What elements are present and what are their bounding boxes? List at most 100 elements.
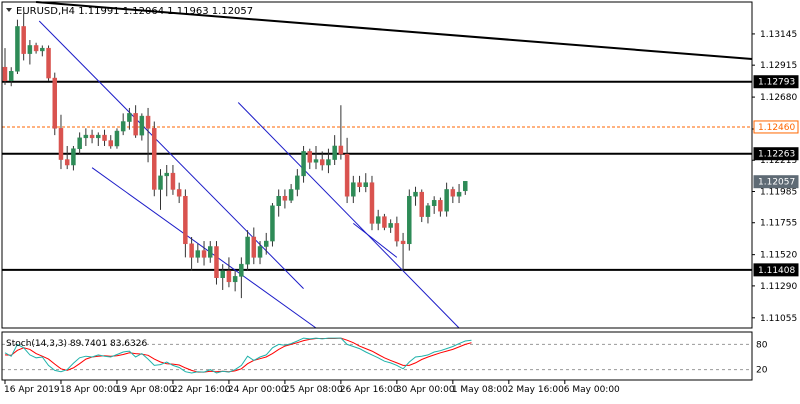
collapse-triangle-icon[interactable]: [6, 8, 12, 12]
x-axis-tick-label: 18 Apr 00:00: [60, 385, 119, 395]
candle-body[interactable]: [232, 276, 238, 283]
candle-body[interactable]: [46, 47, 51, 79]
candle-body[interactable]: [276, 195, 281, 207]
candle-body[interactable]: [189, 243, 194, 258]
candle-body[interactable]: [158, 175, 163, 190]
candle-body[interactable]: [319, 159, 325, 166]
indicator-plot-frame: [1, 331, 753, 381]
candle-body[interactable]: [270, 205, 275, 242]
candle-body[interactable]: [89, 134, 95, 139]
candle-body[interactable]: [407, 195, 412, 245]
candle-body[interactable]: [183, 195, 188, 245]
candle-body[interactable]: [326, 159, 331, 166]
channel-upper-line[interactable]: [38, 20, 304, 289]
candle-body[interactable]: [338, 145, 344, 155]
candle-body[interactable]: [400, 240, 406, 245]
candle-body[interactable]: [351, 182, 356, 197]
candle-body[interactable]: [83, 134, 89, 139]
candle-body[interactable]: [27, 45, 33, 54]
candle-body[interactable]: [214, 246, 219, 278]
candle-body[interactable]: [438, 200, 443, 212]
price-level-tag: [753, 120, 799, 134]
candle-body[interactable]: [394, 223, 400, 242]
candle-body[interactable]: [288, 189, 294, 201]
candle-body[interactable]: [463, 181, 468, 192]
channel-lower-line[interactable]: [353, 223, 398, 258]
candle-body[interactable]: [133, 113, 138, 136]
candle-body[interactable]: [313, 159, 319, 163]
candle-body[interactable]: [2, 66, 8, 82]
candle-body[interactable]: [382, 216, 387, 228]
candle-body[interactable]: [363, 182, 369, 187]
stoch-main-line[interactable]: [4, 337, 472, 374]
price-level-tag: [753, 175, 799, 189]
candle-body[interactable]: [344, 153, 350, 197]
candle-body[interactable]: [456, 191, 462, 197]
indicator-readout: Stoch(14,3,3) 89.7401 83.6326: [6, 339, 147, 349]
price-level-tag: [753, 263, 799, 277]
candle-body[interactable]: [71, 148, 76, 166]
candle-body[interactable]: [419, 191, 424, 217]
candle-body[interactable]: [164, 172, 169, 177]
x-axis-tick-label: 24 Apr 00:00: [228, 385, 287, 395]
candle-body[interactable]: [450, 189, 456, 197]
y-axis-tick-label: 1.11755: [760, 219, 797, 229]
y-axis-tick-label: 1.11520: [760, 251, 797, 261]
chart-lines-layer: [2, 1, 753, 329]
candle-body[interactable]: [120, 121, 126, 132]
candle-body[interactable]: [176, 189, 182, 197]
candle-body[interactable]: [251, 236, 257, 258]
candle-body[interactable]: [102, 134, 107, 141]
y-axis-tick-label: 1.12215: [760, 156, 797, 166]
candle-body[interactable]: [170, 172, 176, 190]
candle-body[interactable]: [239, 263, 244, 277]
candle-body[interactable]: [127, 113, 132, 122]
candle-body[interactable]: [369, 182, 375, 224]
y-axis-tick-label: 1.11055: [760, 314, 797, 324]
candle-body[interactable]: [15, 26, 20, 72]
candle-body[interactable]: [263, 240, 269, 247]
candle-body[interactable]: [282, 195, 288, 201]
candle-body[interactable]: [8, 71, 14, 82]
trend-line[interactable]: [36, 1, 753, 61]
candle-body[interactable]: [444, 189, 449, 212]
candle-body[interactable]: [301, 151, 306, 177]
stoch-signal-line[interactable]: [4, 337, 472, 373]
candle-body[interactable]: [64, 159, 70, 166]
candle-body[interactable]: [40, 47, 45, 52]
candle-body[interactable]: [77, 137, 82, 149]
price-level-tag: [753, 75, 799, 89]
candle-body[interactable]: [152, 128, 157, 190]
candle-body[interactable]: [21, 26, 26, 54]
candle-body[interactable]: [96, 134, 101, 139]
candle-body[interactable]: [375, 216, 381, 224]
candle-body[interactable]: [357, 182, 362, 187]
candle-body[interactable]: [245, 236, 250, 265]
candle-body[interactable]: [139, 115, 145, 136]
channel-upper-line[interactable]: [237, 102, 460, 329]
candle-body[interactable]: [114, 130, 120, 147]
candle-body[interactable]: [201, 250, 207, 258]
candle-body[interactable]: [195, 250, 201, 258]
candle-body[interactable]: [332, 145, 337, 160]
candle-body[interactable]: [108, 140, 113, 147]
x-axis-tick-label: 30 Apr 00:00: [396, 385, 455, 395]
candle-body[interactable]: [226, 270, 232, 283]
candle-body[interactable]: [431, 200, 437, 206]
candle-body[interactable]: [220, 270, 225, 278]
candle-body[interactable]: [425, 205, 431, 217]
candle-body[interactable]: [295, 175, 300, 190]
candle-body[interactable]: [208, 246, 213, 258]
x-axis-tick-label: 22 Apr 16:00: [172, 385, 231, 395]
candle-body[interactable]: [52, 77, 58, 129]
candle-body[interactable]: [33, 45, 39, 52]
candle-body[interactable]: [307, 151, 313, 163]
candle-body[interactable]: [413, 191, 418, 197]
candle-body[interactable]: [388, 223, 393, 228]
x-axis-tick-label: 1 May 08:00: [452, 385, 508, 395]
candle-body[interactable]: [145, 115, 151, 129]
price-level-label: 1.12460: [758, 123, 795, 133]
candle-body[interactable]: [257, 246, 263, 258]
candle-body[interactable]: [58, 128, 64, 160]
